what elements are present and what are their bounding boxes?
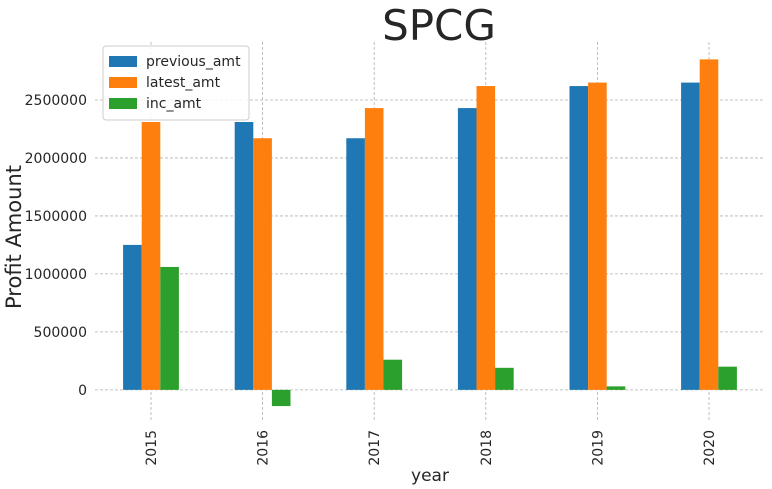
y-axis-title: Profit Amount: [2, 165, 26, 309]
y-tick-label: 2500000: [25, 93, 87, 109]
x-tick-label: 2016: [256, 430, 272, 466]
legend-swatch-inc-amt: [109, 98, 137, 109]
bar-inc-amt-2015: [160, 266, 179, 390]
bar-latest-amt-2019: [588, 82, 607, 390]
bars: [123, 59, 737, 407]
y-tick-label: 500000: [34, 325, 87, 341]
y-axis-ticks: 0 500000 1000000 1500000 2000000 2500000: [25, 93, 87, 399]
bar-latest-amt-2020: [699, 59, 719, 390]
bar-inc-amt-2016: [271, 389, 291, 407]
legend-label-previous-amt: previous_amt: [146, 54, 241, 70]
chart-title: SPCG: [382, 1, 496, 50]
bar-inc-amt-2020: [718, 366, 737, 390]
x-axis-ticks: 2015 2016 2017 2018 2019 2020: [144, 430, 718, 466]
bar-previous-amt-2015: [123, 244, 142, 390]
legend: previous_amt latest_amt inc_amt: [102, 45, 250, 121]
bar-latest-amt-2018: [476, 86, 496, 390]
legend-label-inc-amt: inc_amt: [146, 96, 202, 112]
y-tick-label: 1000000: [25, 267, 87, 283]
bar-previous-amt-2018: [457, 108, 477, 390]
bar-previous-amt-2016: [234, 122, 254, 390]
bar-latest-amt-2017: [364, 108, 384, 390]
x-tick-label: 2019: [590, 430, 606, 466]
bar-inc-amt-2017: [383, 359, 403, 390]
bar-latest-amt-2015: [141, 122, 161, 390]
bar-inc-amt-2019: [606, 386, 626, 390]
bar-previous-amt-2020: [681, 82, 700, 390]
x-tick-label: 2018: [479, 430, 495, 466]
x-tick-label: 2020: [702, 430, 718, 466]
bar-previous-amt-2017: [346, 138, 365, 390]
y-tick-label: 0: [78, 383, 87, 399]
bar-previous-amt-2019: [569, 86, 589, 390]
x-tick-label: 2015: [144, 430, 160, 466]
x-tick-label: 2017: [367, 430, 383, 466]
legend-label-latest-amt: latest_amt: [146, 75, 221, 91]
bar-latest-amt-2016: [253, 138, 272, 390]
y-tick-label: 2000000: [25, 151, 87, 167]
bar-inc-amt-2018: [495, 367, 514, 390]
legend-box: [102, 45, 250, 121]
x-axis-title: year: [411, 466, 449, 486]
legend-swatch-previous-amt: [109, 56, 137, 67]
legend-swatch-latest-amt: [109, 77, 137, 88]
y-tick-label: 1500000: [25, 209, 87, 225]
